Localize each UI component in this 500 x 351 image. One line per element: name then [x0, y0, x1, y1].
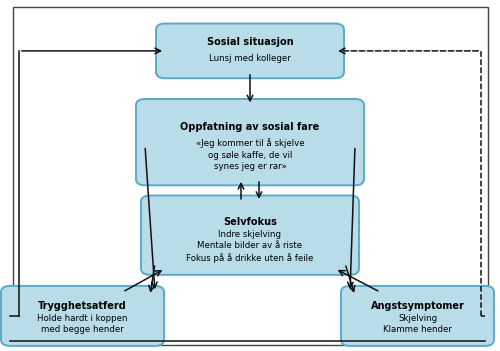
FancyBboxPatch shape: [141, 196, 359, 275]
Text: Sosial situasjon: Sosial situasjon: [206, 38, 294, 47]
Text: Oppfatning av sosial fare: Oppfatning av sosial fare: [180, 122, 320, 132]
Text: Indre skjelving
Mentale bilder av å riste
Fokus på å drikke uten å feile: Indre skjelving Mentale bilder av å rist…: [186, 230, 314, 263]
Text: Holde hardt i koppen
med begge hender: Holde hardt i koppen med begge hender: [37, 314, 128, 334]
Text: Skjelving
Klamme hender: Skjelving Klamme hender: [383, 314, 452, 334]
Text: Angstsymptomer: Angstsymptomer: [370, 302, 464, 311]
FancyBboxPatch shape: [1, 286, 164, 346]
Text: «Jeg kommer til å skjelve
og søle kaffe, de vil
synes jeg er rar»: «Jeg kommer til å skjelve og søle kaffe,…: [196, 138, 304, 171]
Text: Trygghetsatferd: Trygghetsatferd: [38, 302, 127, 311]
Text: Selvfokus: Selvfokus: [223, 217, 277, 227]
FancyBboxPatch shape: [136, 99, 364, 185]
FancyBboxPatch shape: [341, 286, 494, 346]
Text: Lunsj med kolleger: Lunsj med kolleger: [209, 54, 291, 62]
FancyBboxPatch shape: [156, 24, 344, 78]
